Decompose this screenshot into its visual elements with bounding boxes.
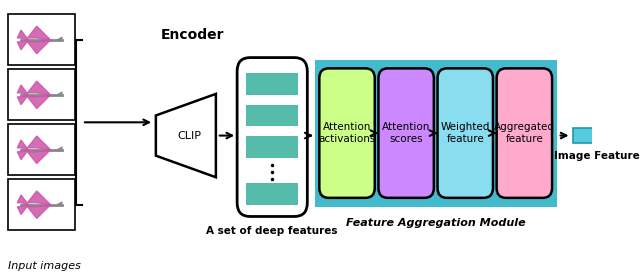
Bar <box>315 60 557 207</box>
Bar <box>246 73 298 95</box>
FancyBboxPatch shape <box>319 68 375 198</box>
Text: CLIP: CLIP <box>177 130 202 141</box>
Text: Image Feature: Image Feature <box>554 151 640 161</box>
Polygon shape <box>17 95 28 105</box>
Bar <box>246 105 298 126</box>
Bar <box>8 14 75 66</box>
Polygon shape <box>17 205 28 215</box>
Text: A set of deep features: A set of deep features <box>207 226 338 236</box>
Bar <box>246 136 298 158</box>
Polygon shape <box>28 26 51 40</box>
Polygon shape <box>17 40 28 50</box>
Text: Encoder: Encoder <box>161 28 224 42</box>
Polygon shape <box>17 30 28 40</box>
Bar <box>246 183 298 205</box>
Bar <box>573 128 621 143</box>
Polygon shape <box>28 81 51 95</box>
FancyBboxPatch shape <box>497 68 552 198</box>
Polygon shape <box>28 95 51 109</box>
FancyBboxPatch shape <box>438 68 493 198</box>
Text: Aggregated
feature: Aggregated feature <box>494 122 555 144</box>
Polygon shape <box>28 205 51 218</box>
Polygon shape <box>17 150 28 160</box>
Text: Attention
scores: Attention scores <box>382 122 430 144</box>
Polygon shape <box>17 140 28 150</box>
Polygon shape <box>17 85 28 95</box>
Text: Weighted
feature: Weighted feature <box>440 122 490 144</box>
Text: Attention
activations: Attention activations <box>318 122 376 144</box>
Polygon shape <box>28 191 51 205</box>
Text: Feature Aggregation Module: Feature Aggregation Module <box>346 218 525 229</box>
Polygon shape <box>28 40 51 54</box>
Text: Input images: Input images <box>8 261 81 271</box>
FancyBboxPatch shape <box>237 58 307 216</box>
Bar <box>8 124 75 175</box>
Polygon shape <box>17 195 28 205</box>
Bar <box>8 69 75 120</box>
FancyBboxPatch shape <box>378 68 434 198</box>
Bar <box>8 179 75 230</box>
Polygon shape <box>28 150 51 164</box>
Polygon shape <box>28 136 51 150</box>
Polygon shape <box>156 94 216 177</box>
